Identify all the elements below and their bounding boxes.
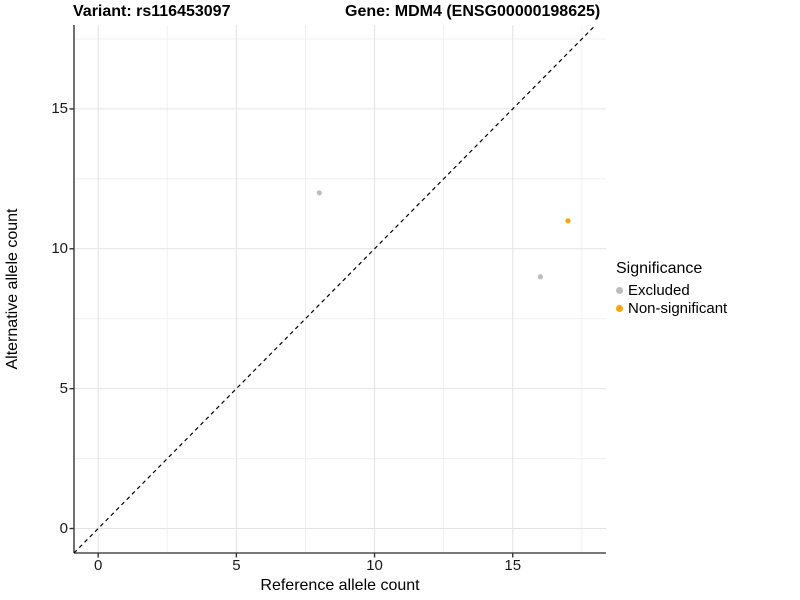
legend-item-label: Excluded xyxy=(628,281,690,299)
y-tick-label: 0 xyxy=(59,519,68,537)
y-tick-label: 15 xyxy=(51,99,68,117)
x-axis-title: Reference allele count xyxy=(260,577,420,594)
plot-title-gene: Gene: MDM4 (ENSG00000198625) xyxy=(345,3,601,20)
legend-items: Excluded Non-significant xyxy=(616,281,727,317)
x-tick-label: 10 xyxy=(366,557,383,574)
legend: Significance Excluded Non-significant xyxy=(616,259,727,317)
data-point-non-significant xyxy=(565,218,571,224)
y-tick-label: 10 xyxy=(51,239,68,257)
data-point-excluded xyxy=(316,190,322,196)
x-tick-label: 0 xyxy=(94,557,103,574)
identity-dashed-line xyxy=(73,24,597,554)
legend-item-label: Non-significant xyxy=(628,299,728,317)
legend-key-dot-icon xyxy=(616,286,623,294)
x-tick-label: 15 xyxy=(504,557,522,574)
legend-item: Excluded xyxy=(616,281,727,299)
x-tick-label: 5 xyxy=(232,557,241,574)
y-tick-label: 5 xyxy=(59,379,68,397)
legend-key-dot-icon xyxy=(616,304,623,312)
data-point-excluded xyxy=(537,274,543,280)
y-axis-title: Alternative allele count xyxy=(4,208,21,370)
legend-title: Significance xyxy=(616,260,703,277)
plot-title-variant: Variant: rs116453097 xyxy=(73,3,231,20)
legend-item: Non-significant xyxy=(616,299,727,317)
